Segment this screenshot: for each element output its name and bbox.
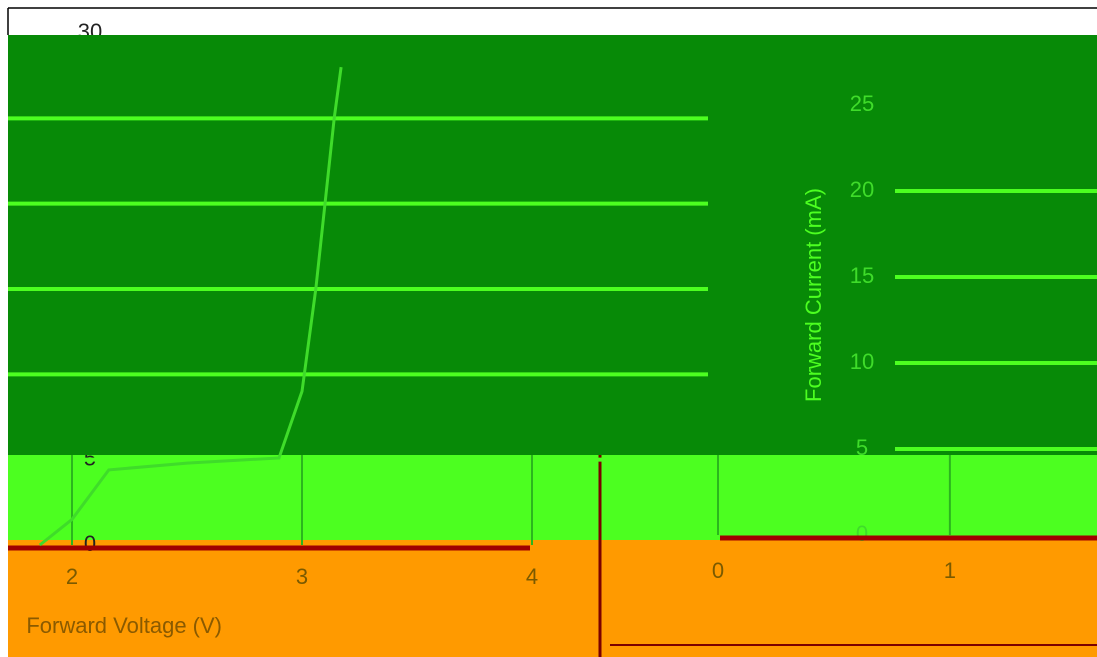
x-tick-label: 4	[526, 564, 538, 589]
x-tick-label: 0	[712, 558, 724, 583]
green-overlay	[710, 35, 1097, 455]
y-tick-label: 0	[84, 531, 96, 556]
y-tick-label: 0	[856, 521, 868, 546]
band-orange	[8, 540, 1097, 657]
green-overlay	[8, 35, 710, 455]
x-axis-label: Forward Voltage (V)	[26, 613, 222, 638]
y-tick-label: 10	[850, 349, 874, 374]
y-tick-label: 25	[850, 91, 874, 116]
x-tick-label: 2	[66, 564, 78, 589]
x-tick-label: 1	[944, 558, 956, 583]
data-line	[38, 66, 343, 547]
band-green	[8, 455, 1097, 540]
x-tick-label: 3	[296, 564, 308, 589]
y-tick-label: 5	[856, 435, 868, 460]
y-tick-label: 20	[850, 177, 874, 202]
y-axis-label: Forward Current (mA)	[801, 188, 826, 402]
y-tick-label: 15	[850, 263, 874, 288]
